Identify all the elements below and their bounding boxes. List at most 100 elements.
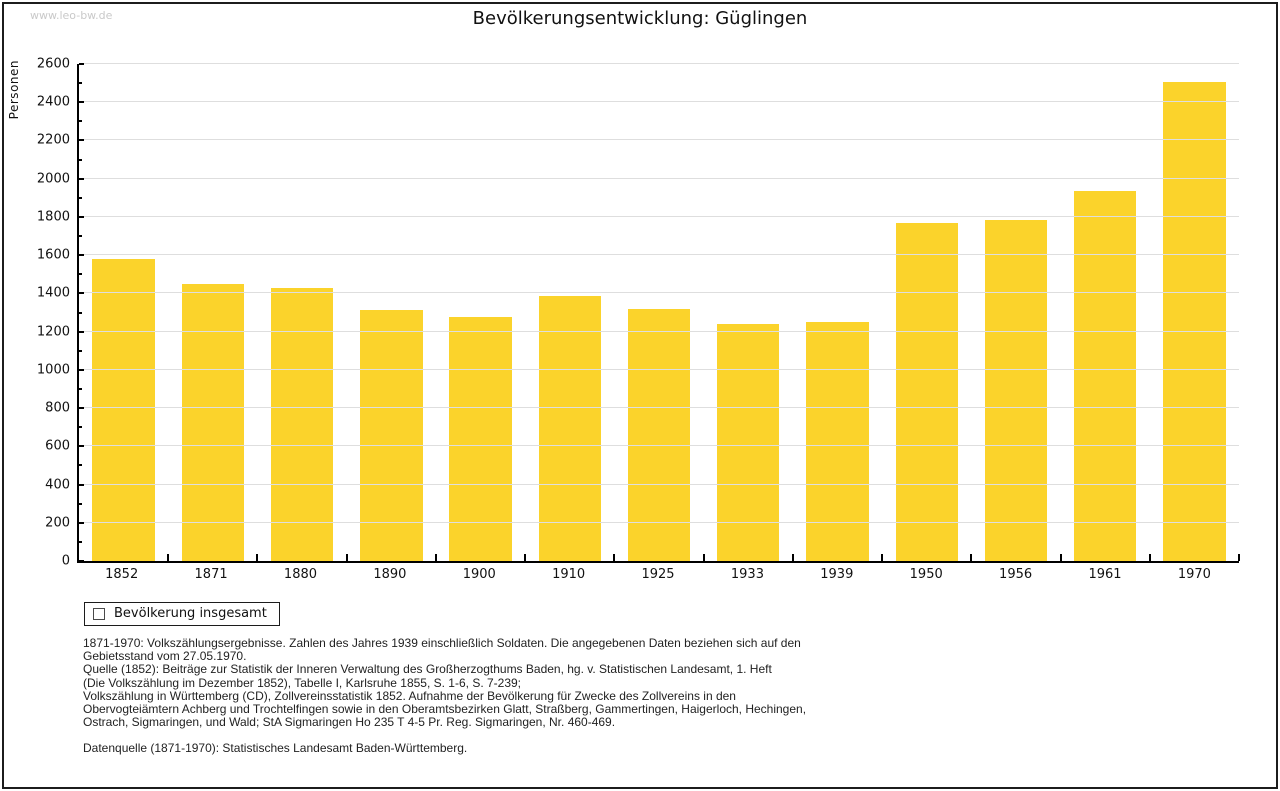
x-tick-label-1925: 1925: [641, 567, 675, 582]
y-axis-title: Personen: [7, 60, 21, 120]
gridline-200: [79, 521, 1239, 523]
x-tick-9: [881, 554, 884, 561]
bar-slot-1961: [1061, 64, 1150, 561]
bar-1956: [984, 220, 1048, 561]
x-tick-5: [524, 554, 527, 561]
footnotes: 1871-1970: Volkszählungsergebnisse. Zahl…: [83, 636, 1233, 756]
bar-slot-1956: [971, 64, 1060, 561]
y-tick-minor-300: [79, 502, 82, 505]
gridline-2200: [79, 139, 1239, 141]
x-tick-label-1961: 1961: [1088, 567, 1122, 582]
y-tick-major-800: [79, 407, 84, 410]
x-tick-label-1933: 1933: [730, 567, 764, 582]
y-tick-major-1600: [79, 254, 84, 257]
x-tick-label-1956: 1956: [999, 567, 1033, 582]
plot-area: 0 200 400 600 800 1000 1200 1400 1600 1800 2000 220…: [37, 57, 1240, 569]
x-tick-7: [702, 554, 705, 561]
bar-1900: [449, 316, 512, 561]
y-tick-minor-100: [79, 540, 82, 543]
legend-label: Bevölkerung insgesamt: [114, 606, 267, 621]
gridline-1400: [79, 292, 1239, 294]
x-tick-4: [434, 554, 437, 561]
y-tick-minor-2100: [79, 158, 82, 161]
x-tick-2: [256, 554, 259, 561]
x-tick-label-1871: 1871: [194, 567, 228, 582]
y-tick-minor-1500: [79, 273, 82, 276]
bar-slot-1852: [79, 64, 168, 561]
y-tick-minor-1100: [79, 349, 82, 352]
x-tick-10: [970, 554, 973, 561]
gridline-2600: [79, 63, 1239, 64]
bar-1910: [538, 296, 602, 561]
y-tick-major-1400: [79, 292, 84, 295]
footnote-line: Ostrach, Sigmaringen, und Wald; StA Sigm…: [83, 715, 616, 730]
y-tick-minor-500: [79, 464, 82, 467]
y-tick-label-600: 600: [45, 438, 70, 454]
x-axis-labels: 1852 1871 1880 1890 1900 1910 1925 1933 1939 1950…: [77, 567, 1239, 582]
y-tick-major-2000: [79, 177, 84, 180]
legend-swatch-icon: [93, 607, 105, 620]
x-tick-label-1910: 1910: [552, 567, 586, 582]
y-tick-minor-900: [79, 387, 82, 390]
bar-1880: [270, 287, 334, 561]
bar-1871: [181, 284, 245, 561]
bar-1890: [360, 309, 423, 561]
bar-1852: [92, 258, 155, 561]
y-tick-label-1000: 1000: [36, 362, 70, 378]
y-tick-label-200: 200: [45, 515, 70, 531]
footnote-line: Volkszählung in Württemberg (CD), Zollve…: [83, 688, 736, 703]
x-tick-label-1939: 1939: [820, 567, 854, 582]
footnote-line: Gebietsstand vom 27.05.1970.: [83, 649, 247, 664]
gridline-2400: [79, 101, 1239, 103]
bar-slot-1933: [704, 64, 793, 561]
y-tick-major-1200: [79, 330, 84, 333]
x-tick-8: [791, 554, 794, 561]
gridline-800: [79, 407, 1239, 409]
bar-1933: [717, 323, 780, 561]
bar-slot-1871: [168, 64, 257, 561]
x-tick-11: [1059, 554, 1062, 561]
x-tick-6: [613, 554, 616, 561]
x-tick-label-1852: 1852: [105, 567, 139, 582]
x-tick-1: [167, 554, 170, 561]
y-tick-label-1600: 1600: [36, 247, 70, 263]
footnote-line: 1871-1970: Volkszählungsergebnisse. Zahl…: [83, 636, 801, 650]
y-tick-major-0: [79, 560, 84, 562]
x-tick-3: [345, 554, 348, 561]
y-tick-label-0: 0: [61, 553, 70, 569]
datasource-line: Datenquelle (1871-1970): Statistisches L…: [83, 741, 468, 756]
y-tick-minor-1700: [79, 235, 82, 238]
y-tick-major-2400: [79, 101, 84, 104]
y-tick-major-2600: [79, 63, 84, 65]
x-tick-label-1880: 1880: [283, 567, 318, 582]
y-tick-major-200: [79, 521, 84, 524]
y-tick-label-2200: 2200: [36, 132, 70, 148]
bar-slot-1900: [436, 64, 525, 561]
chart-title: Bevölkerungsentwicklung: Güglingen: [472, 8, 808, 29]
footnote-line: (Die Volkszählung im Dezember 1852), Tab…: [83, 675, 522, 690]
gridline-1600: [79, 254, 1239, 256]
x-tick-13: [1238, 554, 1240, 561]
y-tick-label-2000: 2000: [36, 171, 70, 187]
y-tick-minor-1900: [79, 196, 82, 199]
y-tick-major-1000: [79, 368, 84, 371]
y-tick-minor-2500: [79, 82, 82, 85]
bar-slot-1950: [882, 64, 971, 561]
gridline-1000: [79, 368, 1239, 370]
y-tick-minor-2300: [79, 120, 82, 123]
bars-container: [79, 64, 1239, 561]
bar-1925: [627, 309, 691, 561]
bar-slot-1890: [347, 64, 436, 561]
y-tick-minor-1300: [79, 311, 82, 314]
bar-1970: [1163, 82, 1226, 561]
bar-1950: [895, 223, 958, 561]
x-tick-12: [1148, 554, 1151, 561]
y-tick-label-1800: 1800: [36, 209, 70, 225]
bar-1939: [806, 321, 869, 561]
bar-slot-1939: [793, 64, 882, 561]
y-tick-label-400: 400: [45, 477, 70, 493]
y-tick-major-600: [79, 445, 84, 448]
y-tick-minor-700: [79, 426, 82, 429]
gridline-2000: [79, 177, 1239, 179]
gridline-400: [79, 483, 1239, 485]
